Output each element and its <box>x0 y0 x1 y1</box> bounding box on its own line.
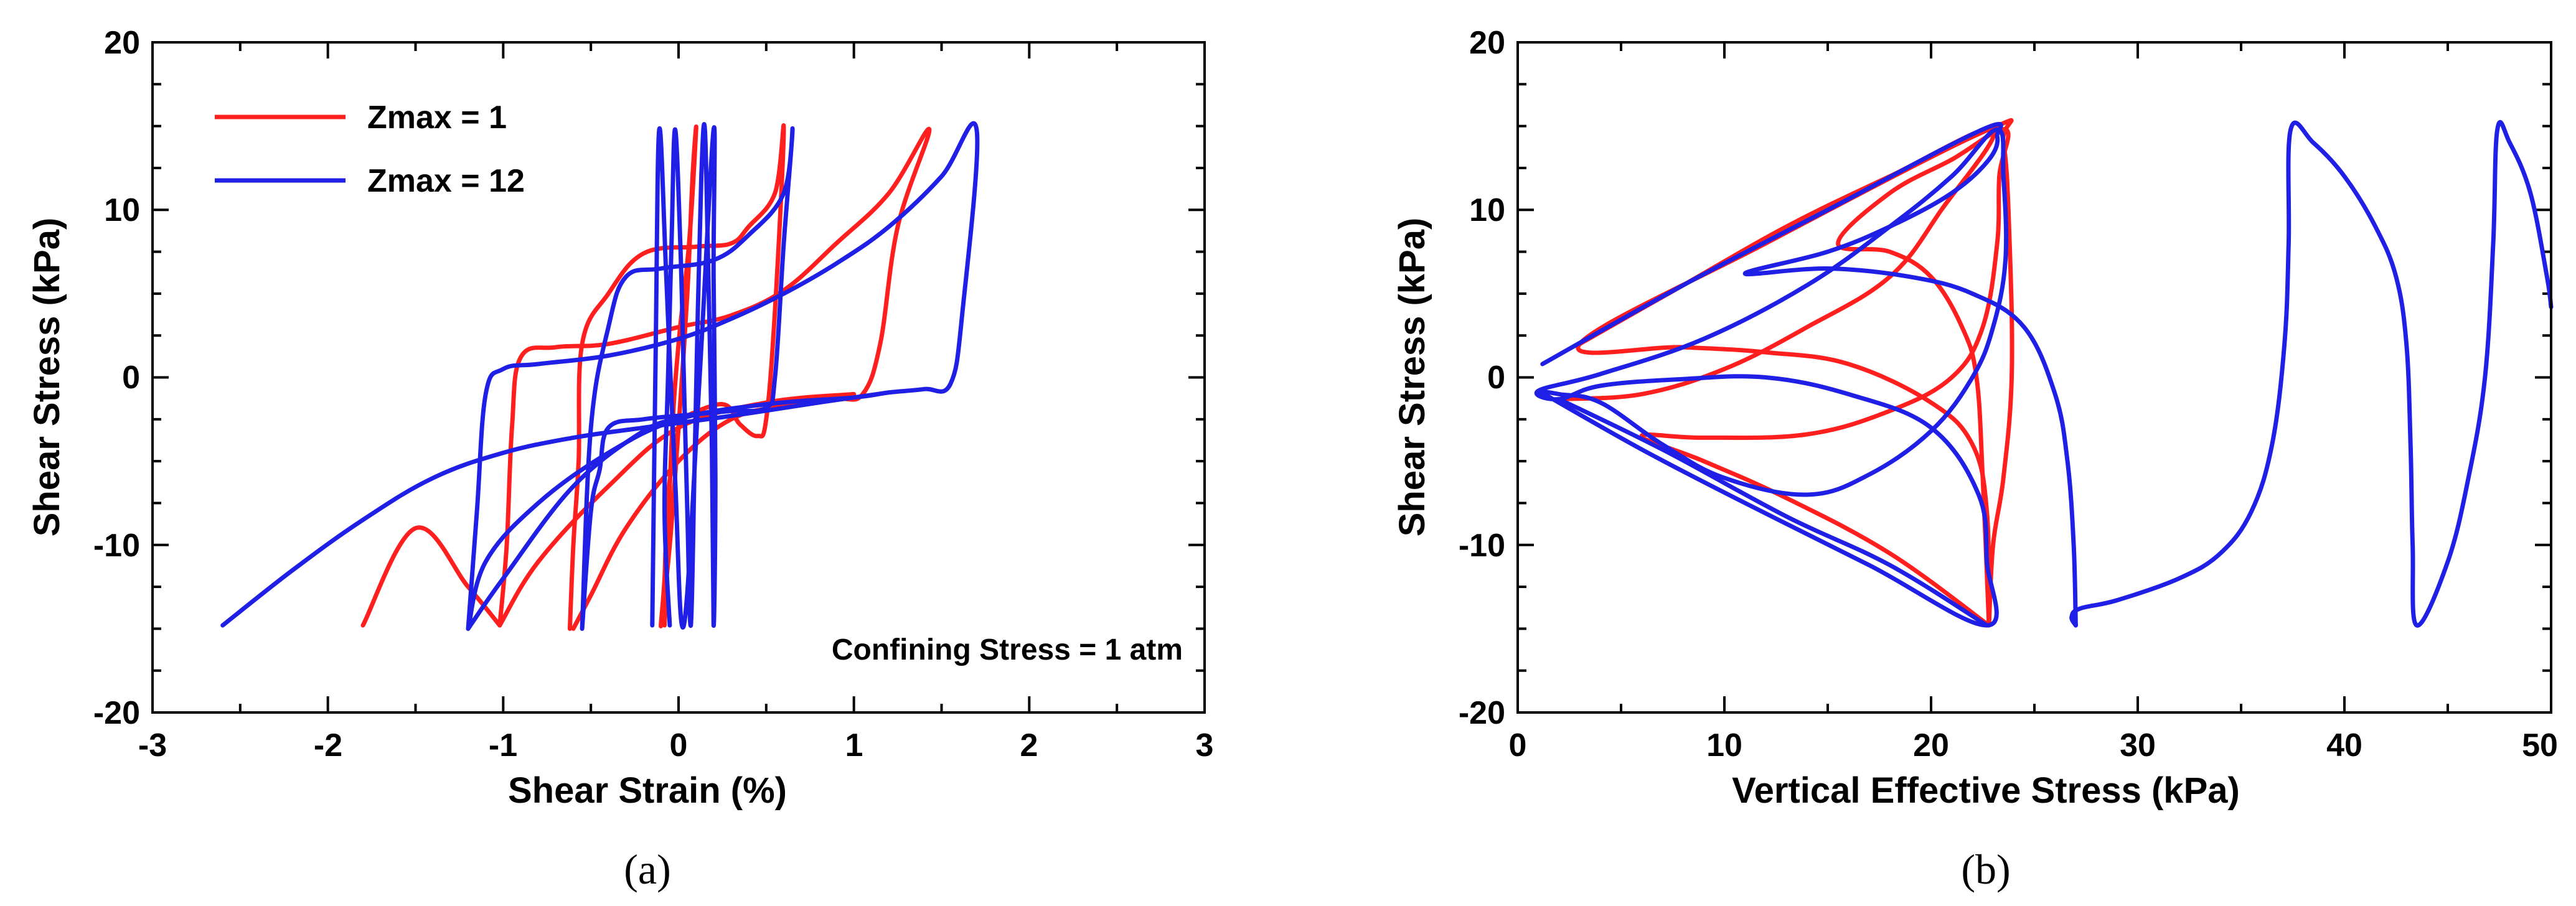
legend-label-zmax-1: Zmax = 1 <box>367 100 507 136</box>
chart-b-xlabel: Vertical Effective Stress (kPa) <box>1732 770 2240 811</box>
chart-b-ticks <box>1516 41 2552 714</box>
series-line-zmax-12 <box>1540 121 2078 628</box>
series-line-zmax-12 <box>1556 397 1990 628</box>
chart-b-xtick-label: 20 <box>1913 727 1949 764</box>
chart-a-ytick-label: -10 <box>93 528 140 564</box>
chart-b-ytick-label: 20 <box>1469 25 1505 61</box>
chart-a-ylabel: Shear Stress (kPa) <box>27 218 67 537</box>
chart-a-xtick-label: 0 <box>670 727 688 764</box>
chart-a-ytick-label: 0 <box>122 360 140 396</box>
series-line-zmax-1 <box>1639 127 2011 628</box>
series-line-zmax-12 <box>650 122 718 630</box>
chart-b-xtick-label: 50 <box>2522 727 2558 764</box>
chart-b-xtick-label: 0 <box>1509 727 1527 764</box>
chart-a-ytick-label: 20 <box>104 25 140 61</box>
chart-b-ytick-label: -10 <box>1459 528 1505 564</box>
chart-a-xtick-label: 3 <box>1196 727 1214 764</box>
chart-a-panel-label: (a) <box>624 846 670 893</box>
series-line-zmax-1 <box>567 123 786 631</box>
chart-a-xtick-label: 1 <box>845 727 863 764</box>
chart-b-xtick-label: 30 <box>2120 727 2156 764</box>
chart-b-ytick-label: -20 <box>1459 695 1505 731</box>
chart-a-annotation: Confining Stress = 1 atm <box>832 633 1183 666</box>
series-line-zmax-12 <box>2069 119 2554 628</box>
chart-b-plot-area <box>1534 118 2554 628</box>
chart-a-legend: Zmax = 1 Zmax = 12 <box>215 100 525 199</box>
chart-a-frame <box>151 41 1206 714</box>
chart-a-xlabel: Shear Strain (%) <box>508 770 787 811</box>
chart-b-ylabel: Shear Stress (kPa) <box>1392 218 1432 537</box>
chart-b-ytick-label: 0 <box>1487 360 1505 396</box>
chart-a-xtick-label: 2 <box>1020 727 1038 764</box>
series-line-zmax-12 <box>1534 127 2009 628</box>
chart-b: 20 10 0 -10 -20 0 10 20 30 40 50 Vertica… <box>1392 25 2558 893</box>
chart-a-ytick-label: 10 <box>104 192 140 228</box>
chart-b-ytick-label: 10 <box>1469 192 1505 228</box>
chart-a-xtick-label: -2 <box>314 727 342 764</box>
chart-b-xtick-label: 40 <box>2326 727 2362 764</box>
series-line-zmax-12 <box>466 417 681 631</box>
chart-a-xtick-label: -3 <box>138 727 167 764</box>
chart-a-ytick-label: -20 <box>93 695 140 731</box>
series-line-zmax-1 <box>659 124 698 628</box>
chart-a-plot-area <box>220 121 980 631</box>
series-line-zmax-1 <box>360 525 502 628</box>
series-line-zmax-12 <box>220 390 891 628</box>
series-line-zmax-12 <box>580 126 795 631</box>
chart-a-xtick-label: -1 <box>489 727 517 764</box>
series-line-zmax-1 <box>497 126 932 631</box>
chart-b-xtick-label: 10 <box>1706 727 1742 764</box>
chart-a: 20 10 0 -10 -20 -3 -2 -1 0 1 2 3 Shear S… <box>27 25 1213 893</box>
legend-label-zmax-12: Zmax = 12 <box>367 163 525 199</box>
chart-b-frame <box>1516 41 2552 714</box>
chart-b-panel-label: (b) <box>1961 846 2010 893</box>
